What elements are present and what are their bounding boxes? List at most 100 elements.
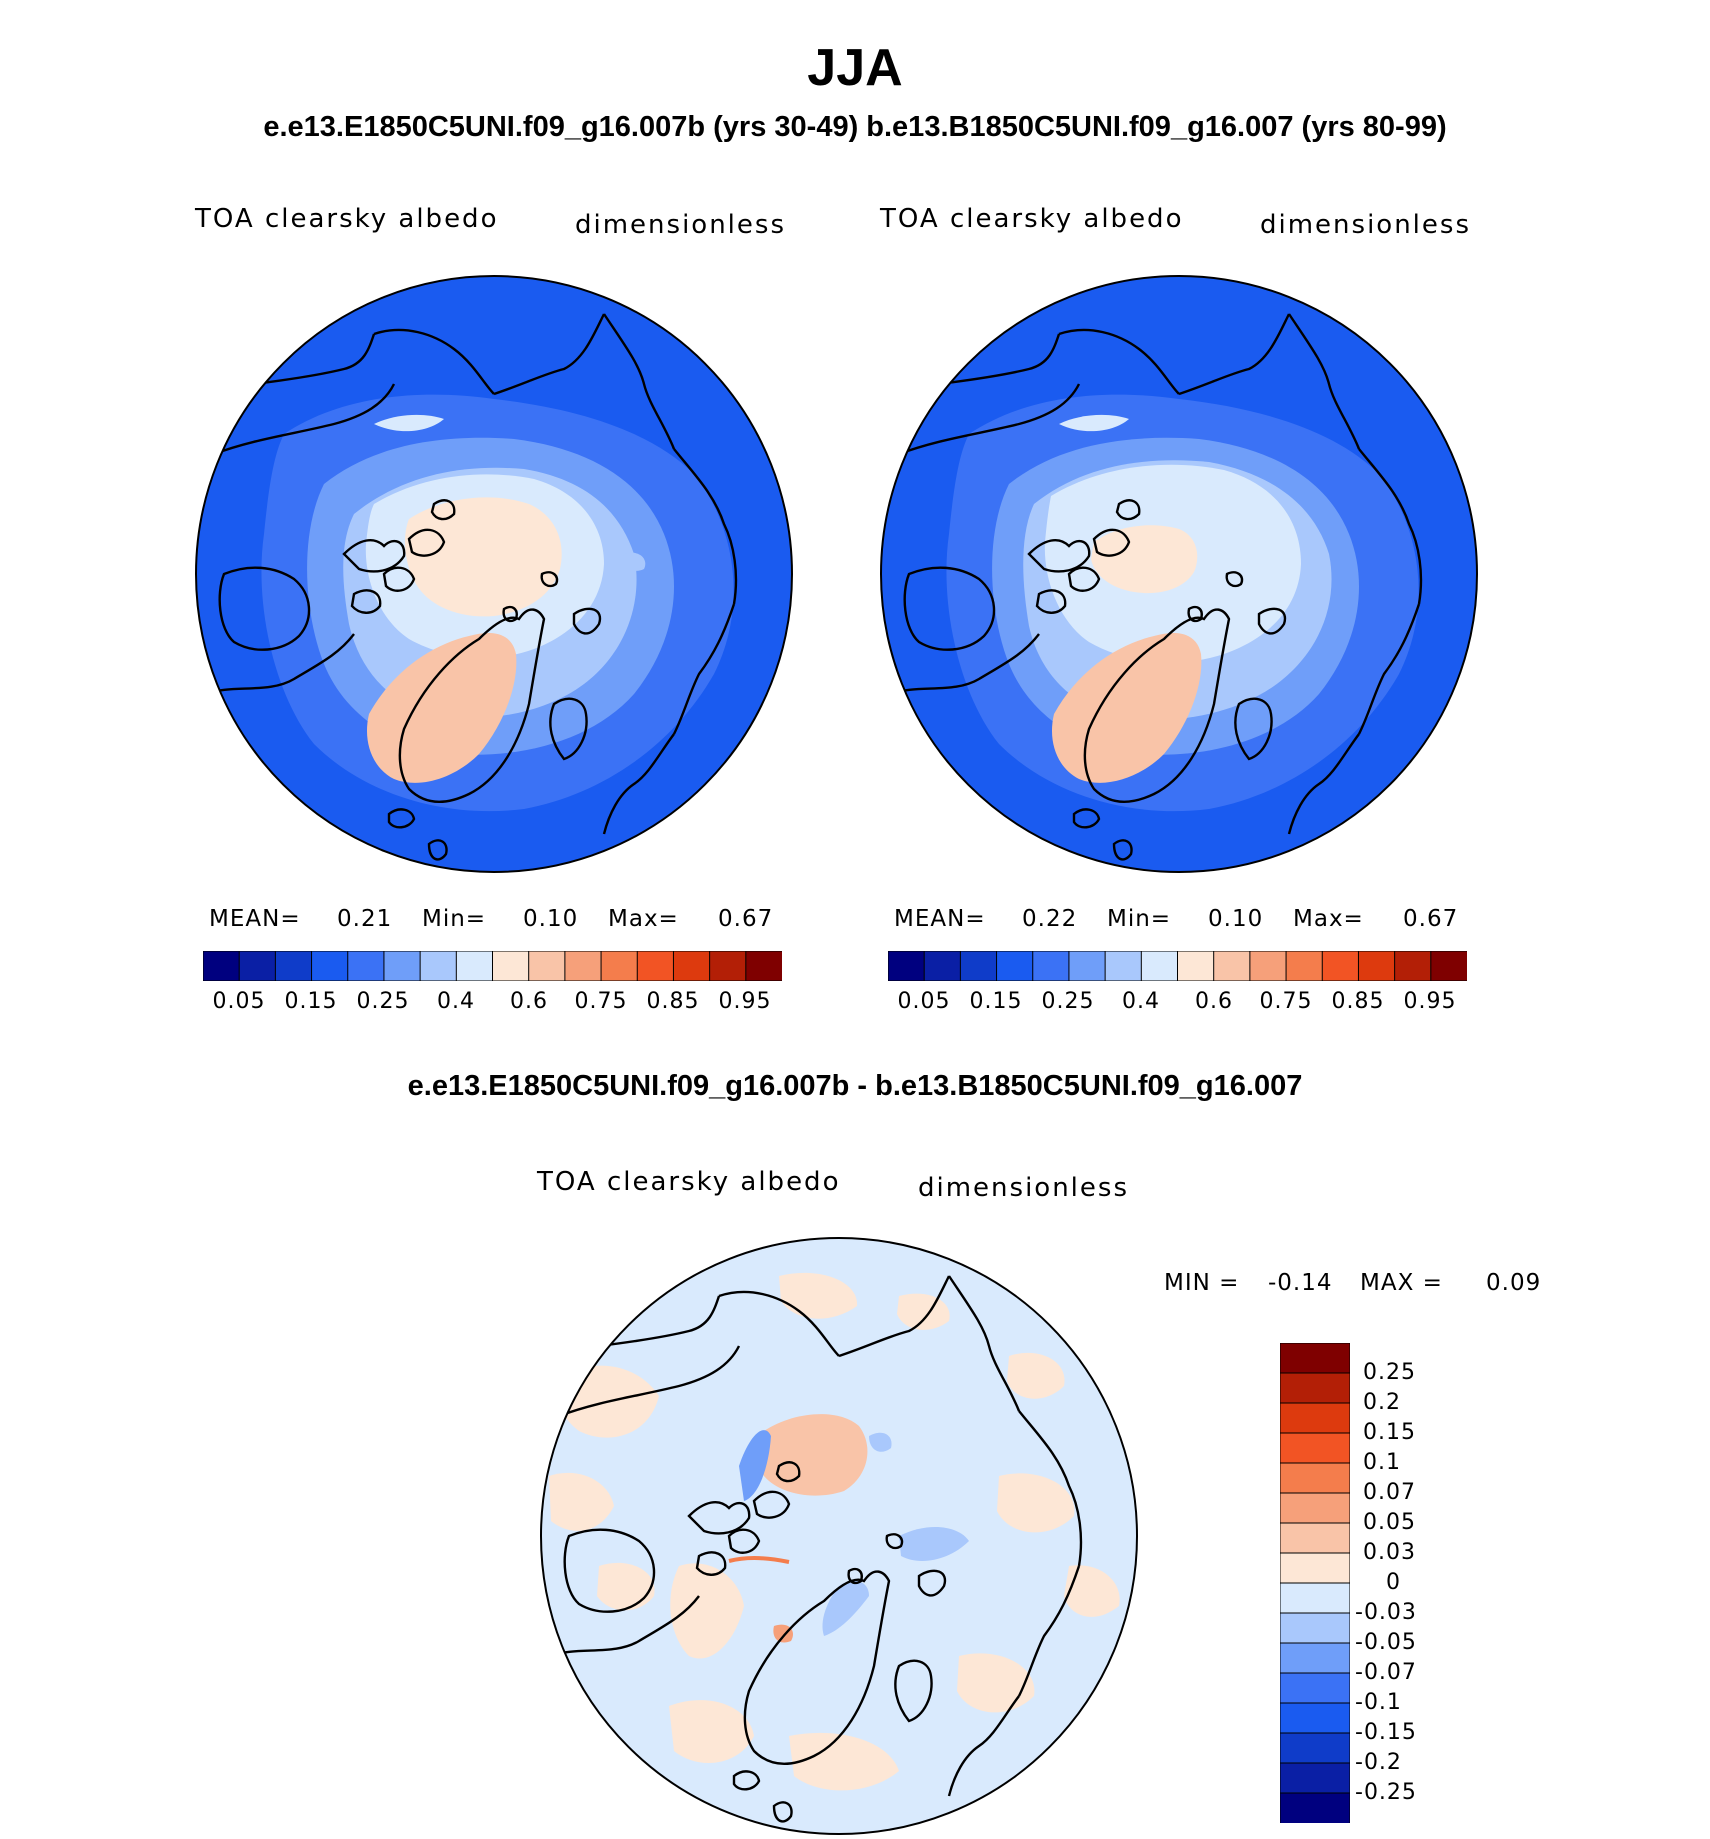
panel1-min-value: 0.10	[523, 906, 579, 932]
panel2-tick-label: 0.75	[1259, 989, 1313, 1014]
colorbar-swatch	[274, 951, 313, 981]
panel2-tick-label: 0.25	[1041, 989, 1095, 1014]
panel1-tick-label: 0.95	[718, 989, 772, 1014]
colorbar-swatch	[1213, 951, 1251, 981]
colorbar-swatch	[600, 951, 639, 981]
panel1-tick-label: 0.15	[284, 989, 338, 1014]
diff-tick-label: -0.07	[1355, 1660, 1417, 1685]
colorbar-swatch	[959, 951, 998, 981]
colorbar-swatch	[238, 951, 277, 981]
panel1-colorbar-ticks: 0.05 0.15 0.25 0.4 0.6 0.75 0.85 0.95	[203, 989, 782, 1019]
colorbar-swatch	[528, 951, 566, 981]
panel1-polar-map	[194, 274, 794, 874]
panel1-tick-label: 0.85	[646, 989, 700, 1014]
colorbar-swatch	[203, 951, 241, 981]
colorbar-swatch	[1032, 951, 1070, 981]
panel2-tick-label: 0.05	[897, 989, 951, 1014]
diff-tick-label: 0.15	[1363, 1420, 1416, 1445]
panel2-max-value: 0.67	[1403, 906, 1459, 932]
colorbar-swatch	[1140, 951, 1179, 981]
diff-tick-label: 0	[1386, 1570, 1401, 1595]
diff-min-value: -0.14	[1268, 1270, 1333, 1296]
difference-title: e.e13.E1850C5UNI.f09_g16.007b - b.e13.B1…	[407, 1070, 1303, 1102]
colorbar-swatch	[1280, 1612, 1350, 1644]
diff-tick-label: -0.1	[1355, 1690, 1402, 1715]
colorbar-swatch	[1280, 1702, 1350, 1734]
colorbar-swatch	[383, 951, 422, 981]
diff-variable-label: TOA clearsky albedo	[537, 1167, 841, 1197]
figure-title: JJA	[807, 39, 903, 97]
panel1-tick-label: 0.6	[510, 989, 548, 1014]
panel1-tick-label: 0.4	[437, 989, 475, 1014]
colorbar-swatch	[709, 951, 747, 981]
colorbar-swatch	[1280, 1492, 1350, 1524]
diff-tick-label: 0.03	[1363, 1540, 1416, 1565]
colorbar-swatch	[1285, 951, 1324, 981]
colorbar-swatch	[1280, 1582, 1350, 1614]
colorbar-swatch	[1280, 1792, 1350, 1823]
colorbar-swatch	[1280, 1432, 1350, 1464]
diff-min-label: MIN =	[1164, 1270, 1240, 1296]
panel2-max-label: Max=	[1293, 906, 1364, 932]
diff-tick-label: -0.05	[1355, 1630, 1417, 1655]
colorbar-swatch	[1280, 1462, 1350, 1494]
diff-tick-label: 0.2	[1363, 1390, 1401, 1415]
diff-tick-label: -0.15	[1355, 1720, 1417, 1745]
diff-colorbar	[1280, 1343, 1350, 1823]
colorbar-swatch	[455, 951, 494, 981]
panel2-tick-label: 0.85	[1331, 989, 1385, 1014]
colorbar-swatch	[1280, 1372, 1350, 1404]
colorbar-swatch	[419, 951, 458, 981]
colorbar-swatch	[1357, 951, 1396, 981]
colorbar-swatch	[492, 951, 530, 981]
colorbar-swatch	[923, 951, 962, 981]
panel2-min-value: 0.10	[1208, 906, 1264, 932]
panel1-variable-label: TOA clearsky albedo	[195, 204, 499, 234]
diff-tick-label: 0.1	[1363, 1450, 1401, 1475]
panel1-units-label: dimensionless	[575, 210, 786, 240]
colorbar-swatch	[1394, 951, 1432, 981]
panel2-tick-label: 0.95	[1403, 989, 1457, 1014]
panel2-mean-label: MEAN=	[894, 906, 986, 932]
panel1-max-label: Max=	[608, 906, 679, 932]
colorbar-swatch	[311, 951, 349, 981]
colorbar-swatch	[1068, 951, 1107, 981]
diff-tick-label: -0.25	[1355, 1780, 1417, 1805]
comparison-title: e.e13.E1850C5UNI.f09_g16.007b (yrs 30-49…	[263, 111, 1447, 143]
panel2-min-label: Min=	[1107, 906, 1172, 932]
colorbar-swatch	[1280, 1402, 1350, 1434]
diff-units-label: dimensionless	[918, 1173, 1129, 1203]
colorbar-swatch	[1280, 1522, 1350, 1554]
panel2-colorbar	[888, 951, 1467, 981]
colorbar-swatch	[564, 951, 603, 981]
diff-max-label: MAX =	[1360, 1270, 1443, 1296]
diff-colorbar-ticks: 0.25 0.2 0.15 0.1 0.07 0.05 0.03 0 -0.03…	[1355, 1343, 1483, 1823]
panel1-max-value: 0.67	[718, 906, 774, 932]
colorbar-swatch	[1280, 1732, 1350, 1764]
diff-tick-label: 0.05	[1363, 1510, 1416, 1535]
panel2-tick-label: 0.6	[1195, 989, 1233, 1014]
colorbar-swatch	[888, 951, 926, 981]
panel1-tick-label: 0.25	[356, 989, 410, 1014]
colorbar-swatch	[1321, 951, 1360, 981]
colorbar-swatch	[672, 951, 711, 981]
difference-polar-map	[539, 1236, 1139, 1836]
colorbar-swatch	[1430, 951, 1467, 981]
panel2-colorbar-ticks: 0.05 0.15 0.25 0.4 0.6 0.75 0.85 0.95	[888, 989, 1467, 1019]
panel2-variable-label: TOA clearsky albedo	[880, 204, 1184, 234]
panel1-min-label: Min=	[422, 906, 487, 932]
colorbar-swatch	[1280, 1642, 1350, 1674]
colorbar-swatch	[1280, 1552, 1350, 1584]
colorbar-swatch	[347, 951, 385, 981]
colorbar-swatch	[636, 951, 675, 981]
colorbar-swatch	[1280, 1343, 1350, 1374]
diff-tick-label: -0.2	[1355, 1750, 1402, 1775]
panel1-mean-label: MEAN=	[209, 906, 301, 932]
panel1-mean-value: 0.21	[337, 906, 393, 932]
diff-tick-label: -0.03	[1355, 1600, 1417, 1625]
colorbar-swatch	[1280, 1672, 1350, 1704]
panel2-tick-label: 0.15	[969, 989, 1023, 1014]
colorbar-swatch	[1280, 1762, 1350, 1794]
diff-max-value: 0.09	[1486, 1270, 1542, 1296]
panel1-colorbar	[203, 951, 782, 981]
